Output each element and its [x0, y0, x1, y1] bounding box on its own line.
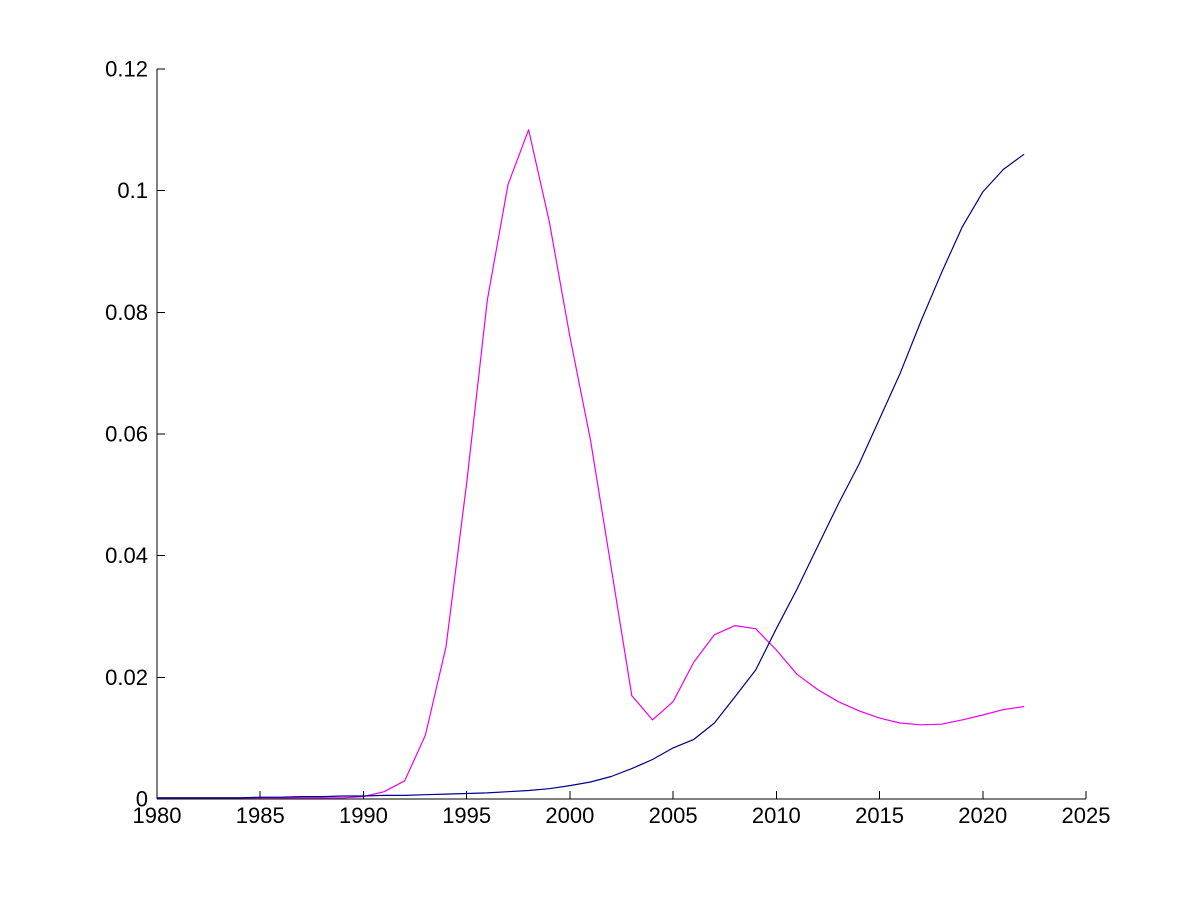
y-tick-label: 0.02: [105, 665, 148, 690]
x-tick-label: 2010: [752, 803, 801, 828]
y-tick-label: 0.12: [105, 57, 148, 82]
y-tick-label: 0.04: [105, 543, 148, 568]
x-tick-label: 2005: [649, 803, 698, 828]
x-tick-label: 2020: [958, 803, 1007, 828]
y-tick-label: 0.06: [105, 422, 148, 447]
y-tick-label: 0.08: [105, 300, 148, 325]
x-tick-label: 2000: [545, 803, 594, 828]
x-tick-label: 1985: [236, 803, 285, 828]
x-tick-label: 1980: [133, 803, 182, 828]
y-tick-label: 0: [136, 787, 148, 812]
x-tick-label: 1990: [339, 803, 388, 828]
x-tick-label: 2025: [1062, 803, 1111, 828]
y-tick-label: 0.1: [117, 178, 148, 203]
x-tick-label: 1995: [442, 803, 491, 828]
series-magenta-line: [157, 129, 1025, 799]
x-tick-label: 2015: [855, 803, 904, 828]
series-dark-blue-line: [157, 153, 1025, 799]
